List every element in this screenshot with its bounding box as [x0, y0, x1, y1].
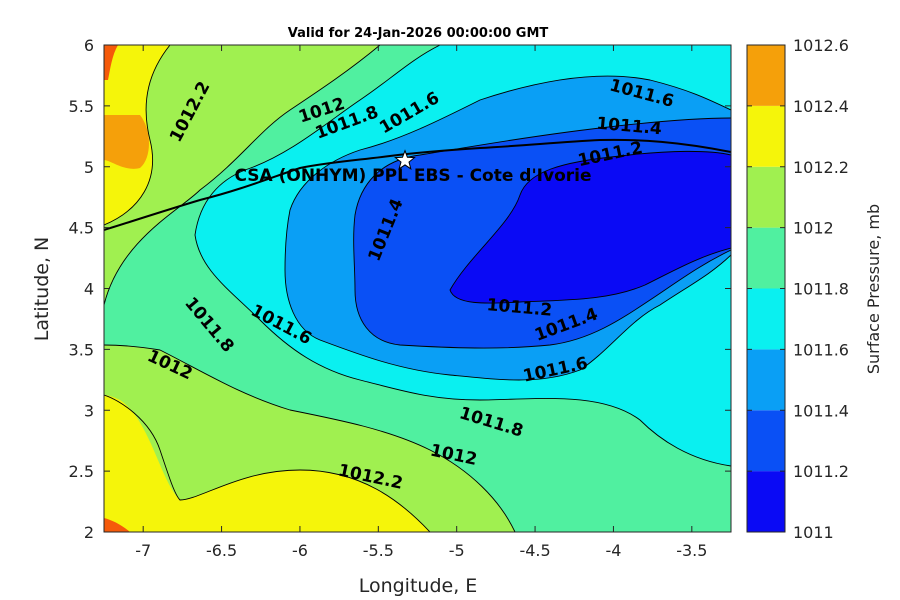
colorbar-swatch — [747, 227, 785, 289]
y-tick-label: 3 — [84, 401, 94, 420]
y-tick-label: 4 — [84, 280, 94, 299]
x-tick-label: -6 — [292, 541, 308, 560]
colorbar-swatch — [747, 166, 785, 228]
colorbar-label: 1012.6 — [793, 36, 849, 55]
contour-lines — [104, 45, 731, 532]
x-axis-label: Longitude, E — [359, 575, 478, 597]
x-tick-label: -6.5 — [206, 541, 237, 560]
colorbar-label: 1011.4 — [793, 401, 849, 420]
x-tick-label: -5 — [449, 541, 465, 560]
colorbar-label: 1011.8 — [793, 280, 849, 299]
colorbar-swatch — [747, 410, 785, 472]
star-icon[interactable] — [394, 149, 416, 170]
x-tick-label: -4.5 — [519, 541, 550, 560]
coastline — [104, 138, 731, 231]
x-tick-label: -3.5 — [676, 541, 707, 560]
y-tick-label: 2.5 — [69, 462, 94, 481]
colorbar-swatch — [747, 105, 785, 167]
contour-line-1011-4 — [353, 117, 731, 349]
contour-fill-group — [104, 45, 731, 532]
contour-line-1011-6 — [284, 75, 731, 381]
contour-line-1011-8 — [194, 45, 731, 467]
colorbar-label: 1011 — [793, 523, 834, 542]
x-axis-ticks: -7 -6.5 -6 -5.5 -5 -4.5 -4 -3.5 — [135, 45, 707, 560]
colorbar-swatch — [747, 349, 785, 411]
y-tick-label: 4.5 — [69, 219, 94, 238]
colorbar-label: 1012.2 — [793, 158, 849, 177]
contour-line-1012-2 — [104, 45, 431, 532]
colorbar-label: 1012 — [793, 219, 834, 238]
y-tick-label: 5 — [84, 158, 94, 177]
colorbar: 1011 1011.2 1011.4 1011.6 1011.8 1012 1012.2 10… — [746, 36, 849, 542]
contour-line-1011-2 — [449, 150, 731, 304]
y-tick-label: 6 — [84, 36, 94, 55]
contour-line-1012 — [104, 45, 516, 532]
colorbar-label: 1012.4 — [793, 97, 849, 116]
x-tick-label: -4 — [605, 541, 621, 560]
y-axis-label: Latitude, N — [31, 237, 53, 342]
colorbar-title: Surface Pressure, mb — [864, 204, 883, 374]
y-tick-label: 2 — [84, 523, 94, 542]
colorbar-swatch — [747, 471, 785, 532]
y-axis-ticks: 2 2.5 3 3.5 4 4.5 5 5.5 6 — [69, 36, 731, 542]
y-tick-label: 5.5 — [69, 97, 94, 116]
x-tick-label: -5.5 — [363, 541, 394, 560]
x-tick-label: -7 — [135, 541, 151, 560]
fill-level-1012-4 — [104, 115, 149, 169]
site-group: CSA (ONHYM) PPL EBS - Cote d'Ivorie — [234, 149, 592, 186]
site-label: CSA (ONHYM) PPL EBS - Cote d'Ivorie — [234, 166, 591, 186]
colorbar-swatch — [747, 288, 785, 350]
fill-level-1011 — [450, 151, 731, 304]
colorbar-label: 1011.6 — [793, 340, 849, 359]
colorbar-swatch — [747, 45, 785, 106]
map-title: Valid for 24-Jan-2026 00:00:00 GMT — [288, 26, 549, 41]
colorbar-label: 1011.2 — [793, 462, 849, 481]
y-tick-label: 3.5 — [69, 340, 94, 359]
